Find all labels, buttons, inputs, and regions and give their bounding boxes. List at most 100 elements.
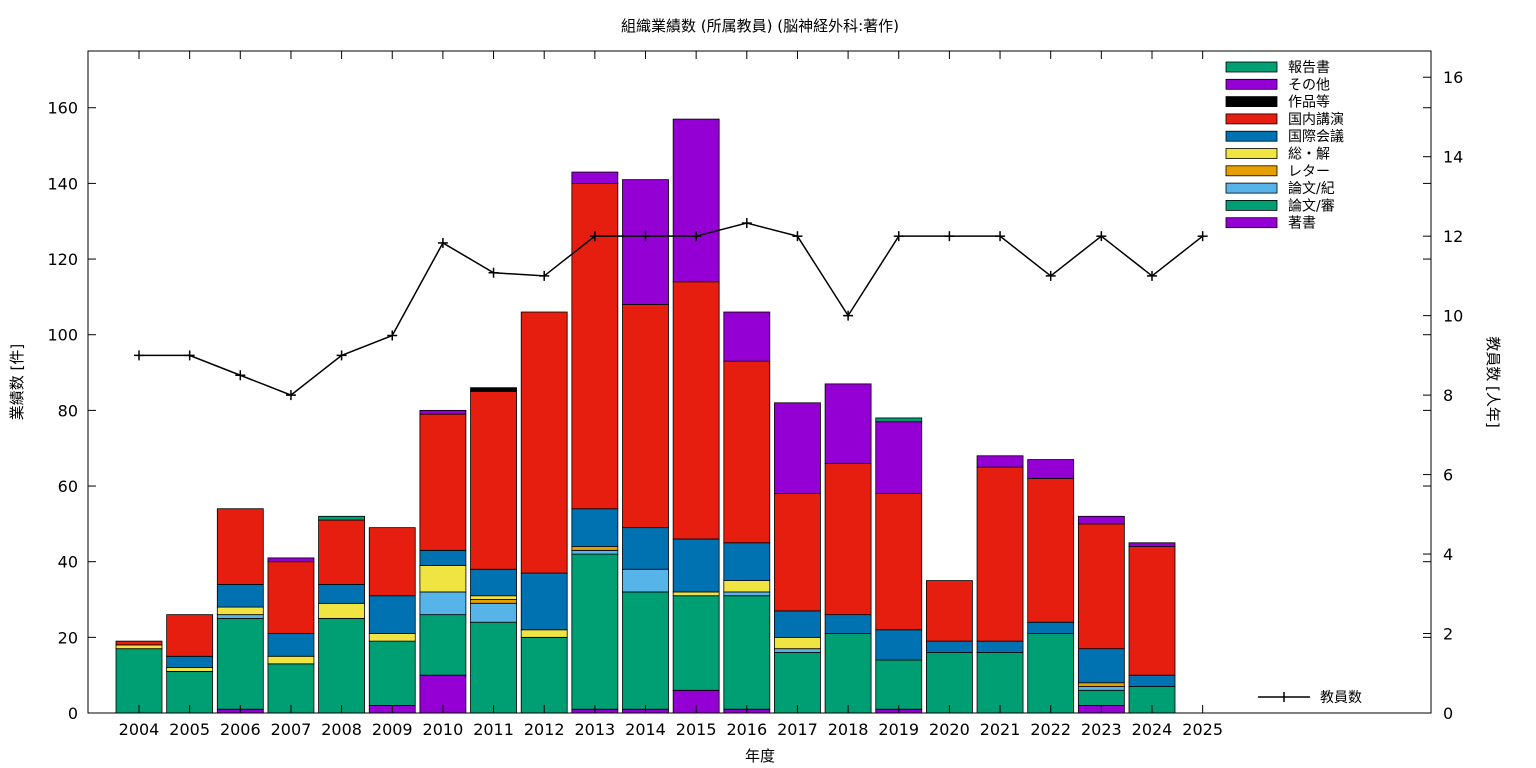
bar-2016-series-8	[723, 311, 771, 362]
legend-label: 論文/紀	[1288, 181, 1335, 197]
x-tick-label-2009: 2009	[372, 720, 413, 739]
x-tick-label-2022: 2022	[1030, 720, 1071, 739]
y2-tick-label: 0	[1443, 704, 1453, 723]
line-point-2015	[691, 231, 702, 242]
bar-2005-series-6	[166, 614, 214, 657]
bar-2009-series-6	[368, 527, 416, 597]
line-point-2025	[1197, 231, 1208, 242]
x-tick-label-2020: 2020	[929, 720, 970, 739]
legend-label: 作品等	[1288, 94, 1330, 111]
y2-axis-label: 教員数 [人年]	[1484, 336, 1502, 427]
bar-2004-series-4	[115, 644, 163, 650]
bar-2023-series-2	[1077, 686, 1125, 691]
line-point-2014	[640, 231, 651, 242]
legend-label: 報告書	[1288, 60, 1330, 76]
x-tick-label-2024: 2024	[1132, 720, 1173, 739]
bar-2018-series-5	[824, 614, 872, 634]
bar-2013-series-8	[571, 171, 619, 184]
x-tick-label-2010: 2010	[423, 720, 464, 739]
bar-2008-series-5	[318, 583, 366, 604]
bar-2016-series-5	[723, 542, 771, 581]
line-point-2012	[539, 270, 550, 281]
bar-2011-series-7	[470, 387, 517, 392]
bar-2010-series-2	[419, 591, 467, 616]
bar-2019-series-9	[875, 417, 923, 423]
y2-tick-label: 16	[1443, 68, 1463, 87]
bar-2006-series-2	[216, 614, 264, 619]
y2-tick-label: 6	[1443, 466, 1453, 485]
bar-2010-series-5	[419, 549, 467, 566]
bar-2022-series-8	[1027, 459, 1075, 479]
legend-swatch	[1225, 199, 1278, 211]
y-tick-label: 140	[47, 174, 78, 193]
x-tick-label-2018: 2018	[828, 720, 869, 739]
line-point-2018	[843, 310, 854, 321]
plot-frame	[87, 50, 1432, 714]
bar-2012-series-4	[520, 629, 568, 638]
x-tick-label-2004: 2004	[119, 720, 160, 739]
bar-2022-series-6	[1027, 478, 1075, 623]
line-point-2004	[134, 350, 144, 361]
bar-2015-series-8	[672, 118, 720, 283]
bar-2010-series-6	[419, 413, 467, 551]
legend-label: レター	[1288, 164, 1330, 180]
bar-2020-series-5	[926, 640, 973, 653]
bar-2008-series-1	[318, 618, 366, 714]
legend-swatch	[1225, 78, 1278, 90]
bar-2024-series-5	[1128, 674, 1176, 687]
line-point-2005	[184, 350, 195, 361]
bar-2007-series-6	[267, 561, 315, 634]
legend-label: その他	[1288, 77, 1330, 93]
bar-2013-series-3	[571, 546, 619, 551]
bar-2017-series-1	[774, 652, 821, 714]
line-point-2021	[995, 231, 1006, 242]
legend-swatch	[1225, 113, 1278, 125]
bar-2014-series-5	[622, 527, 669, 570]
bar-2021-series-6	[976, 466, 1024, 642]
bar-2014-series-1	[622, 591, 669, 710]
y-tick-label: 160	[47, 99, 78, 118]
bar-2019-series-5	[875, 629, 923, 661]
legend-swatch	[1225, 217, 1278, 229]
legend-swatch	[1225, 182, 1278, 194]
x-tick-label-2005: 2005	[169, 720, 210, 739]
line-point-2007	[285, 390, 296, 401]
x-tick-label-2006: 2006	[220, 720, 261, 739]
legend-label: 総・解	[1288, 147, 1330, 163]
bar-2009-series-1	[368, 640, 416, 706]
bar-2005-series-5	[166, 655, 214, 669]
bar-2010-series-8	[419, 409, 467, 415]
bar-2011-series-6	[470, 391, 517, 570]
y2-tick-label: 14	[1443, 148, 1463, 167]
y-tick-label: 20	[58, 628, 78, 647]
y-tick-label: 80	[58, 401, 78, 420]
bar-2010-series-1	[419, 614, 467, 676]
bar-2017-series-8	[774, 402, 821, 494]
bars-layer	[115, 118, 1176, 714]
bar-2012-series-1	[520, 636, 568, 714]
line-point-2006	[235, 370, 246, 381]
bar-2006-series-4	[216, 606, 264, 616]
bar-2014-series-2	[622, 568, 669, 593]
bar-2011-series-1	[470, 621, 517, 714]
x-tick-label-2017: 2017	[777, 720, 818, 739]
axes-layer: 0 20 40 60 80 100 120 140 160 0 2 4 6 8 10 12 14 16 2004 20…	[47, 50, 1463, 739]
x-tick-label-2013: 2013	[574, 720, 615, 739]
bar-2023-series-5	[1077, 648, 1125, 684]
y-tick-label: 0	[68, 704, 78, 723]
bar-2007-series-4	[267, 655, 315, 665]
legend-swatch	[1225, 165, 1278, 177]
line-point-2013	[589, 231, 600, 242]
y-tick-label: 100	[47, 326, 78, 345]
legend-swatch	[1225, 96, 1278, 107]
line-point-2009	[387, 330, 398, 341]
legend-swatch	[1225, 148, 1278, 159]
y-tick-label: 40	[58, 553, 78, 572]
y2-tick-label: 12	[1443, 227, 1463, 246]
bar-2017-series-6	[774, 493, 821, 612]
x-tick-label-2015: 2015	[676, 720, 717, 739]
line-point-2011	[488, 267, 499, 278]
bar-2019-series-6	[875, 493, 923, 631]
